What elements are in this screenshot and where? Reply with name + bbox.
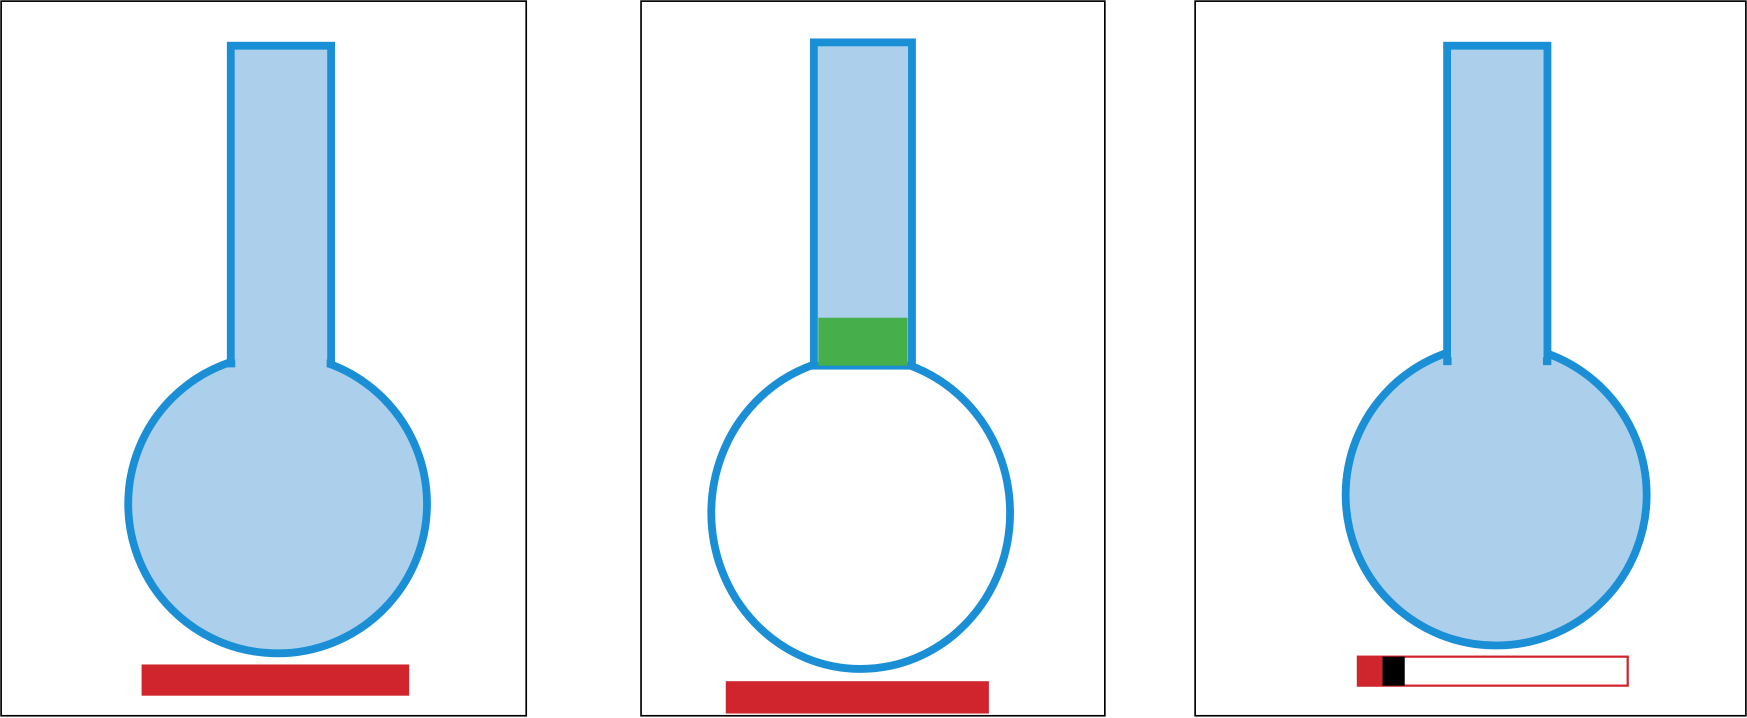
- flask-bulb: [124, 350, 431, 658]
- heater-fill: [1357, 656, 1383, 686]
- heater-marker: [1382, 656, 1405, 686]
- flask-neck: [809, 38, 916, 370]
- heater: [141, 664, 410, 696]
- flask-bulb: [707, 352, 1014, 673]
- flask-bulb: [1341, 340, 1651, 650]
- flask-neck: [1443, 41, 1552, 366]
- flask-join: [1451, 328, 1543, 374]
- flask-neck: [226, 41, 336, 368]
- plug: [818, 317, 908, 366]
- flask-join: [235, 334, 327, 380]
- heater: [725, 681, 989, 714]
